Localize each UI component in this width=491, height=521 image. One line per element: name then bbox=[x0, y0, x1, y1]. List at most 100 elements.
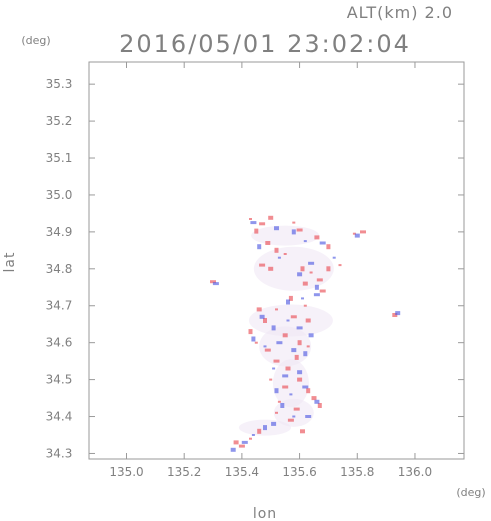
positive-echo-point bbox=[274, 247, 279, 253]
chart-title: 2016/05/01 23:02:04 bbox=[119, 30, 411, 58]
x-tick-label: 135.4 bbox=[225, 465, 259, 479]
negative-echo-point bbox=[354, 233, 360, 238]
negative-echo-point bbox=[297, 370, 303, 375]
positive-echo-point bbox=[249, 218, 252, 220]
positive-echo-point bbox=[317, 403, 322, 408]
echo-haze bbox=[259, 326, 312, 367]
positive-echo-point bbox=[265, 241, 271, 245]
negative-echo-point bbox=[251, 434, 255, 436]
positive-echo-point bbox=[263, 318, 267, 323]
negative-echo-point bbox=[271, 421, 277, 426]
positive-echo-point bbox=[257, 428, 262, 434]
negative-echo-point bbox=[395, 311, 401, 316]
y-tick-label: 34.4 bbox=[46, 410, 73, 424]
negative-echo-point bbox=[303, 240, 307, 243]
positive-echo-point bbox=[290, 315, 297, 319]
positive-echo-point bbox=[268, 215, 274, 220]
negative-echo-point bbox=[241, 440, 248, 444]
positive-echo-point bbox=[259, 222, 266, 226]
negative-echo-point bbox=[292, 415, 296, 418]
positive-echo-point bbox=[293, 407, 300, 411]
negative-echo-point bbox=[313, 293, 320, 297]
negative-echo-point bbox=[305, 415, 312, 418]
positive-echo-point bbox=[275, 308, 278, 311]
positive-echo-point bbox=[282, 333, 288, 338]
negative-echo-point bbox=[314, 399, 320, 404]
positive-echo-point bbox=[297, 340, 302, 346]
positive-echo-point bbox=[254, 228, 259, 234]
positive-echo-point bbox=[254, 341, 258, 344]
y-tick-label: 35.2 bbox=[46, 114, 73, 128]
negative-echo-point bbox=[230, 447, 236, 452]
plot-frame bbox=[88, 61, 465, 460]
positive-echo-point bbox=[319, 289, 326, 293]
positive-echo-point bbox=[314, 235, 320, 240]
y-tick-label: 34.7 bbox=[46, 299, 73, 313]
negative-echo-point bbox=[282, 374, 289, 378]
positive-echo-point bbox=[326, 244, 331, 250]
y-axis-label: lat bbox=[2, 252, 18, 273]
negative-echo-point bbox=[259, 314, 265, 319]
negative-echo-point bbox=[319, 241, 326, 245]
positive-echo-point bbox=[302, 281, 308, 286]
positive-echo-point bbox=[283, 253, 287, 255]
negative-echo-point bbox=[308, 333, 314, 338]
positive-echo-point bbox=[300, 429, 305, 434]
negative-echo-point bbox=[276, 341, 283, 345]
y-tick-label: 34.8 bbox=[46, 262, 73, 276]
negative-echo-point bbox=[286, 299, 290, 305]
negative-echo-point bbox=[301, 297, 304, 300]
negative-echo-point bbox=[263, 345, 267, 348]
chart-subtitle: ALT(km) 2.0 bbox=[347, 3, 453, 22]
positive-echo-point bbox=[311, 396, 317, 401]
x-tick-label: 136.0 bbox=[398, 465, 432, 479]
positive-echo-point bbox=[326, 266, 331, 272]
negative-echo-point bbox=[332, 256, 336, 259]
negative-echo-point bbox=[291, 348, 297, 353]
negative-echo-point bbox=[257, 244, 262, 250]
negative-echo-point bbox=[303, 351, 308, 357]
axis-ticks: 135.0 135.2 135.4 135.6 135.8 136.0 34.3 34.4 34… bbox=[46, 62, 464, 479]
positive-echo-point bbox=[277, 400, 281, 403]
positive-echo-point bbox=[296, 228, 303, 232]
positive-echo-point bbox=[287, 418, 294, 422]
positive-echo-point bbox=[249, 437, 252, 440]
x-axis-label: lon bbox=[253, 506, 277, 521]
positive-echo-point bbox=[275, 411, 278, 414]
positive-echo-point bbox=[282, 385, 289, 389]
y-tick-label: 34.5 bbox=[46, 373, 73, 387]
positive-echo-point bbox=[392, 313, 398, 317]
positive-echo-point bbox=[210, 280, 216, 284]
positive-echo-point bbox=[294, 354, 299, 360]
negative-echo-point bbox=[277, 256, 281, 259]
negative-echo-point bbox=[272, 367, 276, 370]
positive-echo-point bbox=[303, 304, 307, 307]
y-tick-label: 34.3 bbox=[46, 446, 73, 460]
x-tick-label: 135.8 bbox=[340, 465, 374, 479]
y-axis-unit: (deg) bbox=[21, 34, 50, 47]
positive-echo-point bbox=[288, 295, 293, 301]
negative-echo-point bbox=[250, 221, 257, 225]
negative-echo-point bbox=[296, 326, 303, 330]
negative-echo-point bbox=[271, 325, 276, 331]
negative-echo-point bbox=[263, 425, 267, 431]
negative-echo-point bbox=[212, 282, 219, 286]
positive-echo-point bbox=[238, 444, 245, 448]
x-tick-label: 135.0 bbox=[109, 465, 143, 479]
positive-echo-point bbox=[269, 378, 273, 381]
negative-echo-point bbox=[308, 261, 315, 265]
positive-echo-point bbox=[273, 359, 280, 363]
positive-echo-point bbox=[306, 388, 311, 394]
y-tick-label: 34.9 bbox=[46, 225, 73, 239]
echo-haze bbox=[253, 246, 334, 291]
negative-echo-point bbox=[297, 272, 303, 277]
negative-echo-point bbox=[302, 385, 309, 389]
positive-echo-point bbox=[306, 345, 310, 348]
positive-echo-point bbox=[233, 440, 239, 445]
positive-echo-point bbox=[309, 271, 313, 274]
positive-echo-point bbox=[352, 232, 356, 235]
positive-echo-point bbox=[268, 266, 274, 271]
positive-echo-point bbox=[338, 264, 342, 267]
x-tick-label: 135.6 bbox=[282, 465, 316, 479]
